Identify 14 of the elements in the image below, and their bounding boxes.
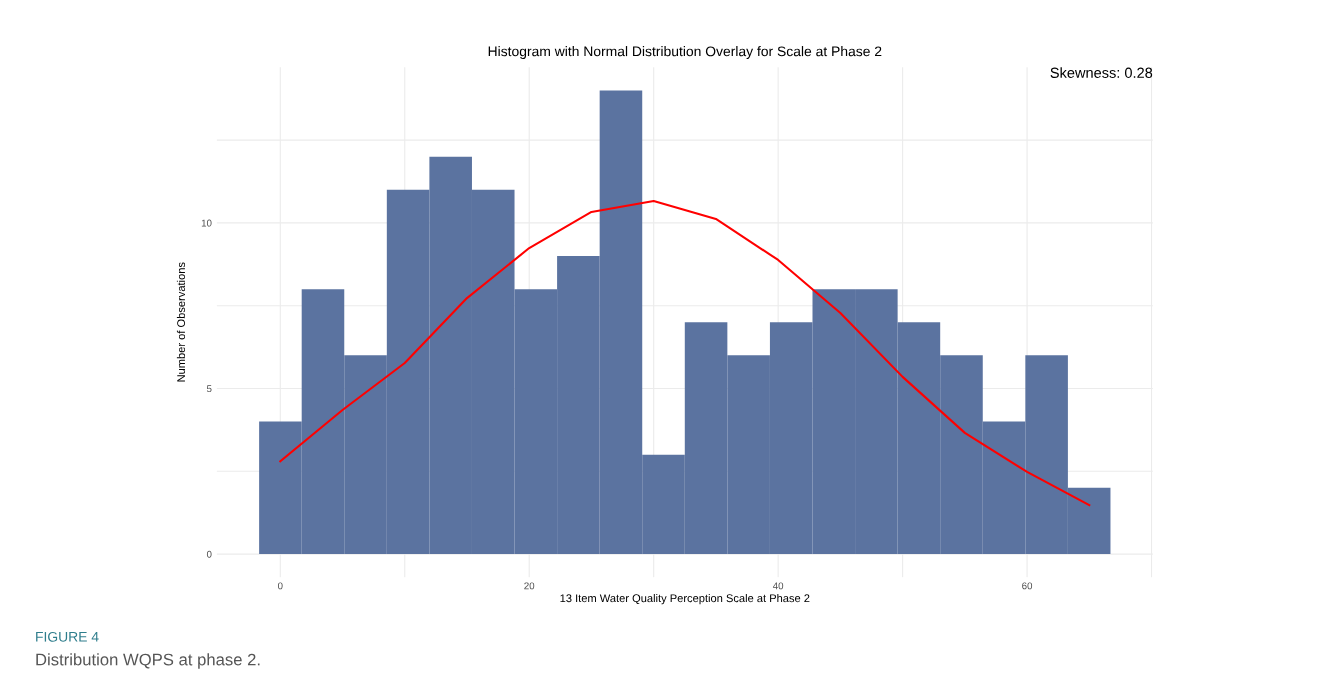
y-tick-label: 5 — [206, 385, 212, 393]
x-tick-label: 0 — [277, 582, 283, 590]
y-axis-title: Number of Observations — [176, 262, 186, 382]
line-series — [279, 199, 1091, 507]
x-tick-label: 20 — [524, 582, 535, 590]
annotation: Skewness: 0.28 — [1050, 67, 1153, 78]
x-axis-title: 13 Item Water Quality Perception Scale at Phase 2 — [560, 593, 810, 605]
y-tick-label: 0 — [206, 550, 212, 558]
chart-title: Histogram with Normal Distribution Overlay for Scale at Phase 2 — [488, 46, 882, 59]
text: Distribution WQPS at phase 2. — [36, 653, 260, 669]
x-tick-label: 60 — [1022, 582, 1033, 590]
x-tick-label: 40 — [772, 582, 784, 590]
y-tick-label: 10 — [201, 219, 212, 227]
caption: FIGURE 4 — [36, 631, 99, 642]
